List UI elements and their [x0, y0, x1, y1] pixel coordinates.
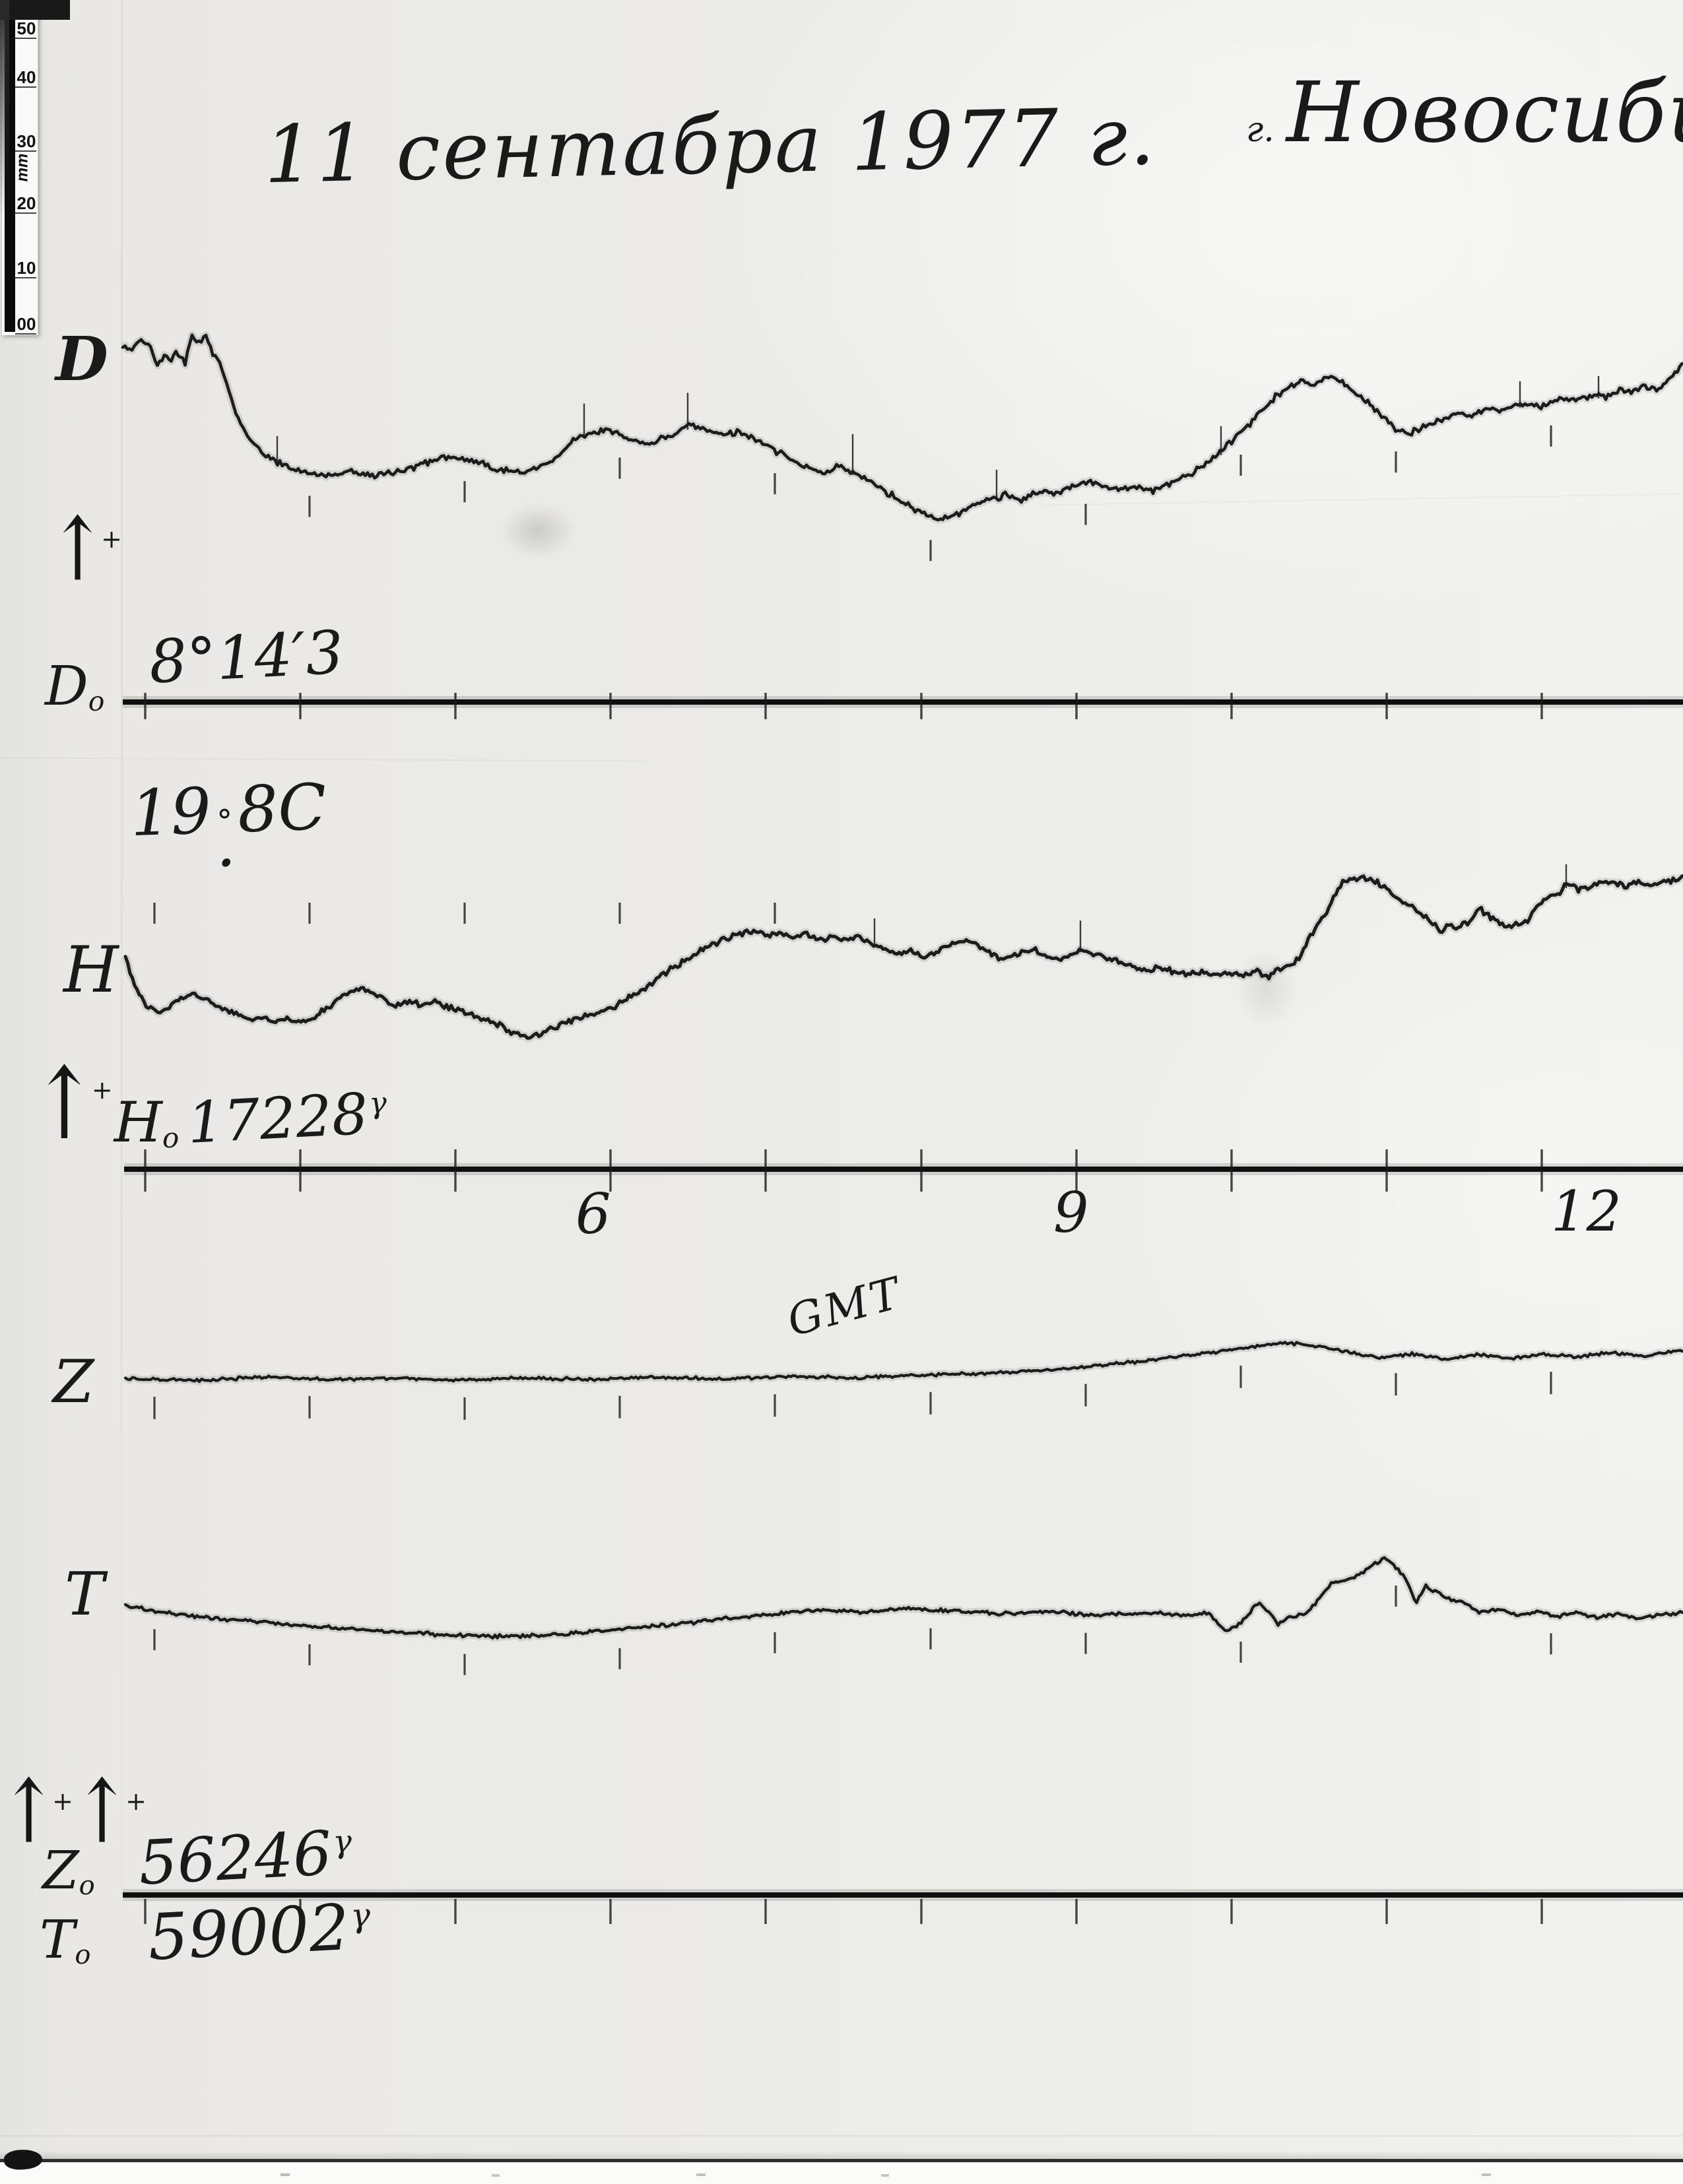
h0-baseline-value: 17228γ: [186, 1081, 389, 1157]
baseline-label-T0: To: [40, 1913, 90, 1968]
trace-label-D: D: [55, 323, 108, 395]
ruler-tick: [15, 212, 36, 214]
temperature-frac: 8C: [236, 769, 328, 847]
ruler-tick: [15, 277, 36, 278]
hour-label-12: 12: [1551, 1179, 1622, 1244]
up-arrow-icon: ↑: [32, 1045, 97, 1162]
baseline-label-D0: Do: [45, 660, 105, 718]
ruler-unit-mm: mm: [13, 153, 32, 182]
declination-value: 8°14′3: [147, 618, 346, 697]
trace-H: [123, 874, 1683, 1040]
baseline-label-D0-sub: o: [88, 686, 105, 718]
gamma-unit: γ: [349, 1896, 372, 1935]
city-name: Новосибирск: [1286, 64, 1683, 161]
ruler-label-40: 40: [16, 67, 36, 87]
hour-label-9: 9: [1053, 1180, 1089, 1245]
ruler-tick: [15, 86, 36, 88]
temperature-int: 19: [129, 773, 213, 851]
baseline-label-H0-letter: H: [114, 1090, 162, 1155]
baseline-label-D0-letter: D: [45, 655, 88, 718]
trace-halo-H: [121, 872, 1683, 1043]
z0-number: 56246: [137, 1818, 334, 1899]
trace-T: [123, 1556, 1683, 1640]
ruler-label-50: 50: [16, 18, 36, 38]
ruler-tick: [15, 150, 36, 152]
ruler-label-10: 10: [16, 258, 36, 278]
orientation-arrows-ZT: ↑+↑+: [0, 1768, 147, 1855]
temperature-value: 19 °. 8C: [129, 770, 328, 882]
temperature-dot: .: [214, 806, 237, 882]
trace-Z: [123, 1341, 1683, 1384]
h0-number: 17228: [185, 1081, 370, 1157]
trace-halo-D: [120, 331, 1683, 524]
t0-baseline-value: 59002γ: [146, 1890, 373, 1975]
gamma-unit: γ: [368, 1085, 388, 1121]
trace-label-H: H: [63, 933, 119, 1007]
trace-label-T: T: [65, 1560, 105, 1629]
baseline-label-Z0: Zo: [42, 1844, 95, 1899]
plus-icon: +: [52, 1787, 73, 1816]
page-title: 11 сентабра 1977 г.: [263, 90, 1158, 202]
baseline-label-Z0-sub: o: [79, 1870, 95, 1901]
baseline-label-H0-sub: o: [162, 1122, 180, 1155]
up-arrow-icon: ↑: [49, 498, 107, 601]
ruler-label-00: 00: [16, 314, 36, 334]
ruler-tick: [15, 333, 36, 335]
plus-icon: +: [125, 1787, 147, 1816]
ruler-tick: [15, 38, 36, 39]
plus-icon: +: [91, 1076, 113, 1105]
orientation-arrow-D: ↑+: [49, 505, 122, 593]
city-prefix: г.: [1246, 110, 1274, 150]
plus-icon: +: [101, 525, 122, 554]
orientation-arrow-H: ↑+Ho: [32, 1054, 180, 1155]
ruler-label-30: 30: [16, 131, 36, 151]
hour-label-6: 6: [576, 1182, 611, 1246]
gamma-unit: γ: [332, 1823, 353, 1861]
z0-baseline-value: 56246γ: [137, 1818, 354, 1898]
station-name: г. Новосибирск: [1246, 71, 1683, 154]
up-arrow-icon: ↑: [0, 1760, 58, 1863]
trace-label-Z: Z: [53, 1347, 94, 1417]
up-arrow-icon: ↑: [73, 1760, 131, 1863]
baseline-label-Z0-letter: Z: [42, 1840, 79, 1901]
baseline-label-H0: Ho: [114, 1090, 180, 1155]
trace-D: [121, 333, 1683, 522]
ruler-label-20: 20: [16, 193, 36, 213]
baseline-label-T0-letter: T: [40, 1909, 75, 1970]
baseline-label-T0-sub: o: [75, 1939, 91, 1970]
mm-scale-ruler: 50 40 30 20 10 00 mm: [2, 12, 38, 335]
t0-number: 59002: [146, 1890, 352, 1975]
